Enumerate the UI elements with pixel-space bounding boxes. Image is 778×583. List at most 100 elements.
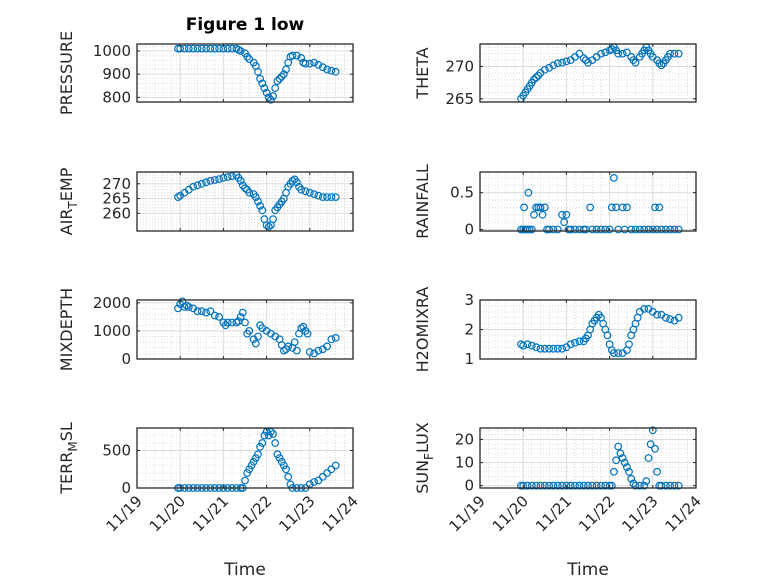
data-point — [601, 225, 610, 234]
data-point — [579, 225, 588, 234]
data-point — [249, 457, 258, 466]
data-point — [655, 203, 664, 212]
data-point — [592, 481, 601, 490]
data-point — [644, 454, 653, 462]
data-point — [674, 481, 683, 490]
data-point — [640, 481, 649, 490]
data-point — [519, 341, 528, 350]
data-point — [530, 75, 538, 84]
data-point — [182, 301, 191, 310]
data-point — [292, 178, 301, 187]
data-point — [256, 442, 265, 451]
data-point — [282, 65, 290, 74]
data-point — [331, 67, 340, 76]
y-tick-label: 2 — [464, 321, 474, 339]
data-point — [588, 225, 597, 234]
data-point — [236, 176, 245, 185]
x-tick-label: 11/19 — [446, 492, 489, 535]
data-point — [558, 58, 566, 67]
data-point — [251, 193, 260, 202]
data-point — [210, 176, 219, 184]
data-point — [597, 225, 605, 234]
data-point — [310, 58, 319, 67]
data-point — [236, 47, 245, 55]
data-point — [614, 442, 623, 451]
data-point — [620, 458, 629, 467]
data-point — [532, 343, 541, 352]
y-axis-label: H2OMIXRA — [413, 287, 432, 373]
data-point — [610, 173, 618, 182]
data-point — [206, 307, 215, 316]
data-point — [627, 474, 636, 483]
data-point — [215, 44, 224, 53]
data-point — [661, 313, 670, 322]
x-tick-label: 11/24 — [319, 492, 362, 535]
data-point — [575, 49, 584, 58]
data-point — [653, 310, 661, 319]
data-point — [651, 203, 659, 212]
data-point — [623, 48, 631, 57]
data-point — [527, 341, 536, 350]
data-point — [292, 346, 301, 355]
data-point — [540, 65, 549, 74]
data-point — [553, 481, 562, 490]
data-point — [254, 332, 262, 341]
data-point — [610, 467, 618, 476]
data-point — [305, 188, 314, 197]
data-point — [657, 61, 666, 70]
subplot-8: 0 10 20 11/19 11/20 11/21 11/22 11/23 11/24 SUNFL… — [413, 422, 705, 535]
data-point — [670, 49, 679, 58]
data-point — [592, 225, 601, 234]
data-point — [545, 225, 553, 234]
data-point — [601, 48, 610, 57]
y-axis-label: RAINFALL — [413, 164, 432, 239]
data-point — [575, 481, 584, 490]
data-point — [618, 49, 627, 58]
data-point — [605, 225, 614, 234]
data-point — [532, 73, 541, 82]
data-point — [264, 93, 273, 102]
y-tick-label: 260 — [102, 204, 131, 222]
data-point — [258, 206, 267, 215]
data-point — [254, 67, 262, 76]
axes-frame — [479, 427, 697, 489]
data-point — [305, 348, 314, 356]
data-point — [520, 203, 528, 212]
data-point — [553, 344, 562, 353]
data-point — [519, 481, 528, 490]
data-point — [625, 467, 633, 476]
data-point — [327, 465, 336, 474]
data-point — [327, 193, 336, 202]
data-point — [303, 329, 312, 338]
plot-area — [137, 44, 353, 102]
data-point — [586, 203, 595, 212]
y-tick-label: 800 — [102, 88, 131, 106]
data-point — [674, 313, 683, 322]
subplot-4: 0 0.5 RAINFALL — [413, 164, 697, 239]
data-point — [210, 44, 219, 53]
data-point — [318, 63, 327, 72]
data-point — [256, 201, 265, 210]
data-point — [648, 225, 657, 234]
y-tick-label: 2000 — [93, 294, 131, 312]
data-point — [524, 188, 533, 197]
data-point — [223, 44, 232, 53]
data-point — [523, 225, 532, 234]
data-point — [202, 308, 211, 317]
x-tick-label: 11/20 — [146, 492, 189, 535]
data-point — [245, 465, 254, 474]
subplot-6: 1 2 3 H2OMIXRA — [413, 287, 697, 373]
y-tick-label: 3 — [464, 291, 474, 309]
y-tick-label: 0 — [121, 350, 131, 368]
data-point — [299, 322, 308, 331]
data-point — [327, 335, 336, 344]
data-point — [323, 65, 332, 74]
data-point — [674, 49, 683, 58]
data-point — [571, 225, 579, 234]
data-point — [651, 444, 659, 453]
y-tick-label: 0 — [464, 477, 474, 495]
data-point — [523, 481, 532, 490]
data-point — [549, 344, 558, 353]
data-point — [545, 481, 553, 490]
data-point — [640, 305, 649, 313]
